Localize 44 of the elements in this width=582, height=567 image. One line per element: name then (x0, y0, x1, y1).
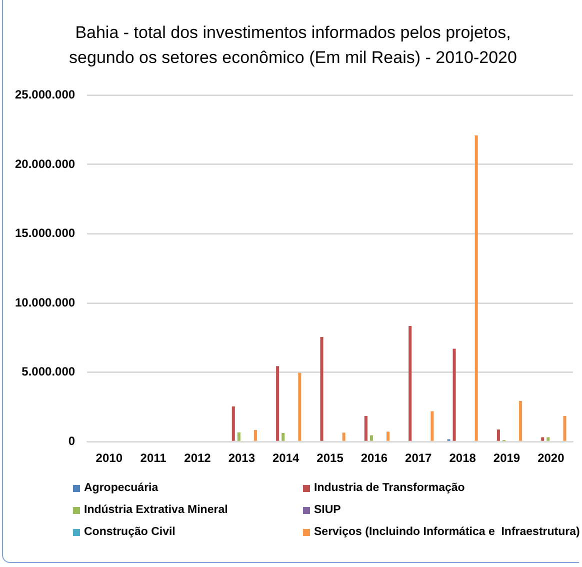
bar (370, 435, 373, 441)
legend-label: Serviços (Incluindo Informática e Infraestrutura) (314, 526, 580, 538)
x-tick-label: 2011 (140, 451, 167, 466)
x-tick-label: 2013 (228, 451, 256, 466)
x-tick-label: 2016 (360, 451, 388, 466)
bar (320, 336, 324, 441)
legend-label: SIUP (314, 504, 341, 516)
x-tick-label: 2012 (184, 451, 212, 466)
y-tick-label: 15.000.000 (14, 226, 76, 240)
bar (546, 437, 550, 441)
x-tick-label: 2010 (96, 451, 123, 466)
x-tick-label: 2018 (449, 451, 476, 466)
bar (408, 326, 412, 441)
y-tick-label: 0 (68, 434, 76, 448)
bar (232, 406, 235, 441)
bar (474, 135, 478, 441)
bar (298, 372, 302, 441)
bar (364, 416, 368, 441)
bar (276, 366, 280, 441)
legend-label: Construção Civil (84, 526, 176, 538)
legend-label: Indústria Extrativa Mineral (84, 504, 228, 516)
y-tick-label: 5.000.000 (22, 364, 76, 379)
chart-title: Bahia - total dos investimentos informados pelos projetos, segundo os setores econômico (Em mil Reais) - 2010-2020 (68, 22, 518, 69)
bar (452, 348, 456, 441)
bar (496, 430, 500, 441)
y-tick-label: 20.000.000 (14, 156, 76, 171)
bar (282, 433, 285, 441)
bar (254, 430, 257, 441)
legend-label: Industria de Transformação (314, 482, 465, 494)
x-tick-label: 2014 (272, 451, 300, 466)
bar (563, 416, 566, 441)
bar (541, 437, 544, 441)
bar (237, 432, 240, 441)
legend-label: Agropecuária (84, 482, 158, 494)
y-tick-label: 25.000.000 (14, 88, 76, 102)
x-tick-label: 2019 (493, 451, 520, 466)
x-tick-label: 2017 (405, 451, 432, 466)
x-tick-label: 2015 (316, 451, 344, 466)
y-tick-label: 10.000.000 (14, 295, 76, 310)
bar (342, 432, 346, 441)
bar (519, 401, 522, 441)
x-tick-label: 2020 (538, 451, 565, 466)
bar (430, 411, 434, 441)
bar (386, 432, 390, 441)
